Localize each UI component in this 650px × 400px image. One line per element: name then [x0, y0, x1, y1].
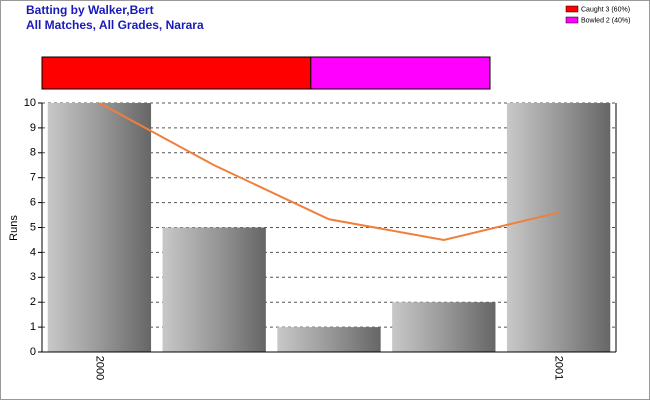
y-tick-label: 7 — [30, 172, 36, 184]
y-tick-label: 0 — [30, 346, 36, 358]
x-tick-label: 2001 — [553, 356, 565, 380]
legend-swatch — [565, 16, 579, 24]
y-tick-label: 10 — [24, 97, 36, 109]
bar — [162, 227, 266, 352]
bar — [506, 103, 611, 352]
chart-title: Batting by Walker,Bert — [26, 3, 154, 17]
bar — [47, 103, 152, 352]
y-tick-label: 5 — [30, 221, 36, 233]
stacked-segment — [310, 56, 491, 90]
y-tick-label: 3 — [30, 271, 36, 283]
stacked-segment — [41, 56, 312, 90]
legend-label: Bowled 2 (40%) — [581, 17, 630, 24]
legend-label: Caught 3 (60%) — [581, 6, 630, 13]
y-axis-label: Runs — [8, 215, 20, 241]
y-tick-label: 4 — [30, 246, 36, 258]
bar — [277, 327, 381, 352]
legend-swatch — [565, 5, 579, 13]
bar — [392, 302, 496, 352]
chart-subtitle: All Matches, All Grades, Narara — [26, 18, 204, 32]
y-tick-label: 8 — [30, 147, 36, 159]
y-tick-label: 6 — [30, 197, 36, 209]
y-tick-label: 2 — [30, 296, 36, 308]
y-tick-label: 9 — [30, 122, 36, 134]
line — [98, 102, 559, 241]
x-tick-label: 2000 — [93, 356, 105, 380]
y-tick-label: 1 — [30, 321, 36, 333]
